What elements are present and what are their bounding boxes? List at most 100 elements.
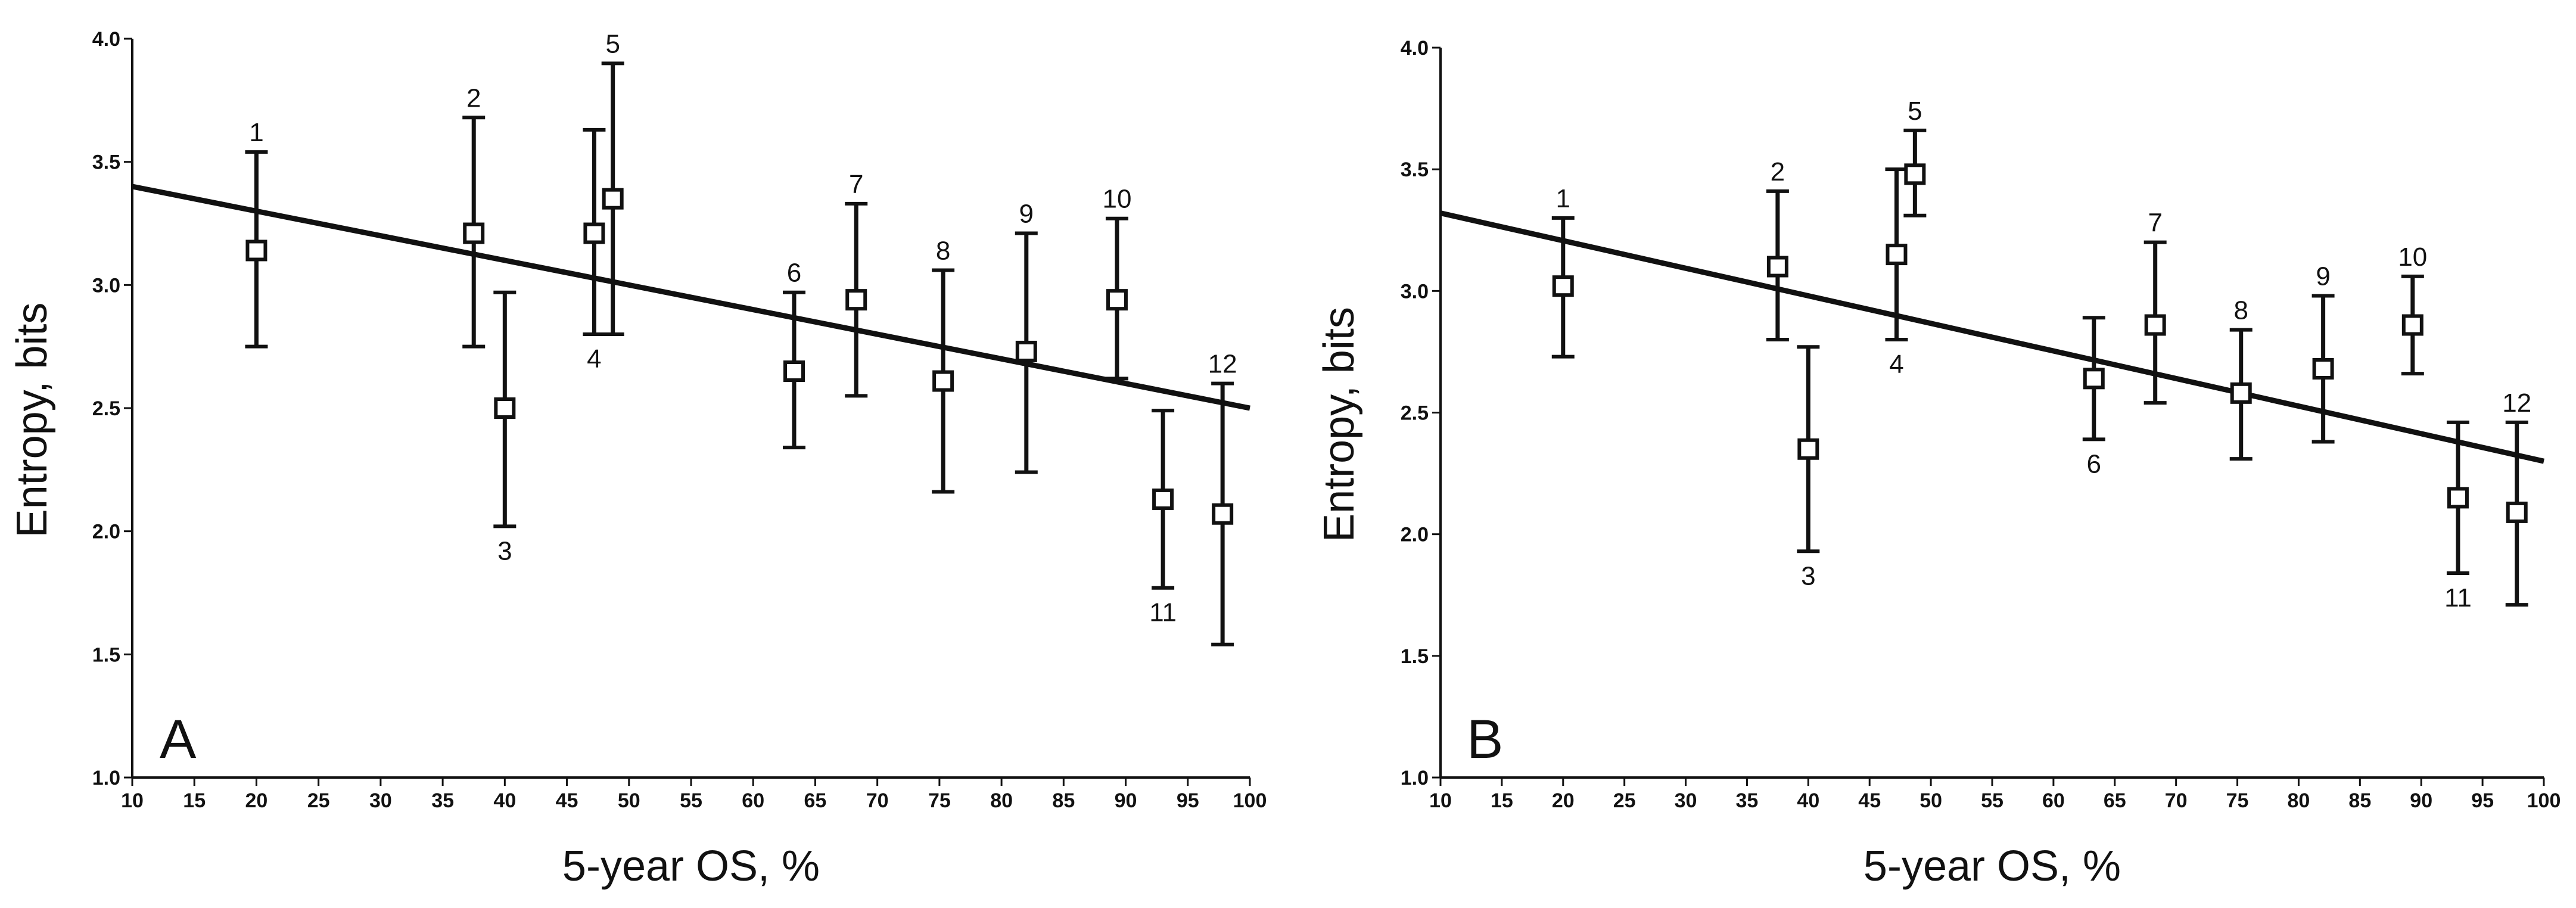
y-tick-label: 1.5 xyxy=(92,643,120,666)
point-marker xyxy=(2312,358,2334,380)
point-label: 10 xyxy=(1102,185,1131,214)
point-marker xyxy=(1766,256,1788,278)
x-tick-label: 35 xyxy=(431,789,454,812)
x-tick-label: 30 xyxy=(369,789,392,812)
data-point-3: 3 xyxy=(493,290,517,565)
x-tick-label: 65 xyxy=(2104,789,2126,812)
point-label: 6 xyxy=(2087,449,2101,478)
point-label: 5 xyxy=(605,29,620,58)
point-marker xyxy=(2230,382,2252,404)
point-marker xyxy=(1152,488,1174,510)
x-axis-title: 5-year OS, % xyxy=(562,842,820,890)
y-tick-label: 2.5 xyxy=(1401,402,1429,425)
point-marker xyxy=(2506,501,2528,523)
data-point-3: 3 xyxy=(1797,345,1820,590)
x-tick-label: 90 xyxy=(2410,789,2432,812)
x-tick-label: 20 xyxy=(245,789,268,812)
x-tick-label: 25 xyxy=(307,789,330,812)
x-tick-label: 100 xyxy=(1233,789,1267,812)
data-point-10: 10 xyxy=(1102,185,1131,381)
x-tick-label: 70 xyxy=(866,789,889,812)
x-tick-label: 90 xyxy=(1115,789,1137,812)
x-tick-label: 35 xyxy=(1736,789,1759,812)
x-tick-label: 95 xyxy=(2471,789,2494,812)
x-tick-label: 55 xyxy=(1981,789,2003,812)
data-point-2: 2 xyxy=(462,83,486,349)
point-marker xyxy=(783,360,805,382)
chart-panel-a: 10 15 20 25 30 35 40 45 50 55 60 65 70 75 80 85 90 95 1001… xyxy=(8,28,1267,890)
x-tick-label: 85 xyxy=(1052,789,1075,812)
point-marker xyxy=(2144,314,2166,336)
point-marker xyxy=(2401,314,2423,336)
data-point-12: 12 xyxy=(2502,388,2531,607)
point-label: 8 xyxy=(2233,296,2248,325)
point-label: 4 xyxy=(1889,350,1903,379)
point-label: 2 xyxy=(1771,157,1785,186)
point-marker xyxy=(2083,368,2105,390)
x-tick-label: 40 xyxy=(493,789,516,812)
y-tick-label: 2.5 xyxy=(92,397,120,420)
point-label: 1 xyxy=(249,118,263,147)
point-label: 1 xyxy=(1556,184,1570,213)
data-point-6: 6 xyxy=(783,259,806,450)
point-marker xyxy=(845,289,867,311)
data-point-8: 8 xyxy=(932,237,955,494)
point-marker xyxy=(602,188,624,210)
point-marker xyxy=(2447,487,2469,509)
point-marker xyxy=(1552,275,1574,297)
point-label: 6 xyxy=(787,259,801,288)
data-point-7: 7 xyxy=(2143,209,2167,405)
regression-line xyxy=(1440,210,2544,464)
x-tick-label: 20 xyxy=(1552,789,1575,812)
point-marker xyxy=(1106,289,1128,311)
data-point-12: 12 xyxy=(1208,350,1237,646)
data-point-10: 10 xyxy=(2398,242,2427,376)
x-tick-label: 15 xyxy=(183,789,206,812)
point-marker xyxy=(1904,163,1926,185)
point-label: 11 xyxy=(2444,583,2472,612)
panel-letter: A xyxy=(160,709,197,770)
point-label: 3 xyxy=(497,536,512,565)
point-marker xyxy=(932,370,954,392)
x-tick-label: 60 xyxy=(742,789,764,812)
data-point-11: 11 xyxy=(2444,420,2472,612)
point-marker xyxy=(463,222,485,244)
x-tick-label: 30 xyxy=(1675,789,1697,812)
y-tick-label: 3.0 xyxy=(1401,280,1429,303)
data-point-1: 1 xyxy=(245,118,268,349)
y-tick-label: 2.0 xyxy=(1401,524,1429,546)
data-point-4: 4 xyxy=(1885,167,1908,379)
x-tick-label: 15 xyxy=(1491,789,1513,812)
x-tick-label: 25 xyxy=(1613,789,1636,812)
x-tick-label: 10 xyxy=(1429,789,1452,812)
data-point-9: 9 xyxy=(1015,200,1038,474)
data-point-7: 7 xyxy=(845,170,868,398)
point-label: 7 xyxy=(849,170,863,199)
point-marker xyxy=(1015,340,1037,362)
point-label: 12 xyxy=(2502,388,2531,418)
y-tick-label: 3.0 xyxy=(92,274,120,297)
y-tick-label: 1.0 xyxy=(92,767,120,789)
x-tick-label: 50 xyxy=(618,789,640,812)
x-tick-label: 85 xyxy=(2348,789,2371,812)
regression-line xyxy=(132,184,1250,411)
x-tick-label: 10 xyxy=(121,789,144,812)
y-tick-label: 3.5 xyxy=(92,151,120,174)
x-tick-label: 80 xyxy=(2288,789,2310,812)
x-axis-title: 5-year OS, % xyxy=(1863,842,2121,890)
point-label: 11 xyxy=(1149,598,1177,627)
point-label: 10 xyxy=(2398,242,2427,272)
point-label: 9 xyxy=(1019,200,1034,229)
point-marker xyxy=(1212,503,1234,525)
x-tick-label: 80 xyxy=(990,789,1013,812)
data-point-6: 6 xyxy=(2082,316,2105,478)
point-label: 2 xyxy=(466,83,481,113)
data-point-9: 9 xyxy=(2311,262,2335,444)
point-label: 12 xyxy=(1208,350,1237,379)
point-marker xyxy=(494,397,516,419)
data-point-1: 1 xyxy=(1551,184,1575,359)
x-tick-label: 100 xyxy=(2527,789,2561,812)
data-point-8: 8 xyxy=(2229,296,2253,461)
data-point-5: 5 xyxy=(1903,97,1927,217)
